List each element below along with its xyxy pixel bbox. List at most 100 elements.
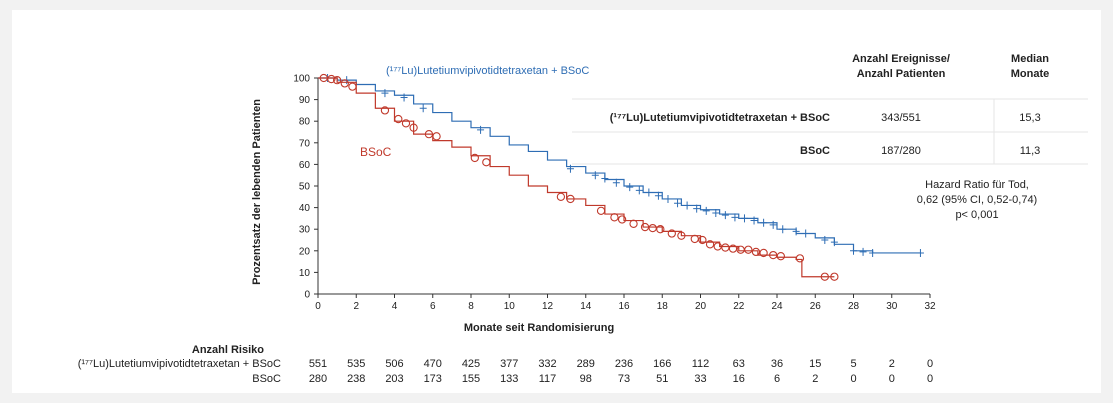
x-tick-label: 6 — [430, 301, 436, 312]
chart-panel: 0 2 4 6 8 10 12 14 16 18 20 22 24 26 28 30 32 0 10 20 30 40 50… — [12, 10, 1101, 393]
km-curve-treatment — [318, 77, 921, 254]
risk-value: 173 — [424, 373, 442, 385]
events-header-line1: Anzahl Ereignisse/ — [852, 53, 950, 65]
censor-mark-control — [830, 272, 839, 281]
risk-value: 377 — [500, 358, 518, 370]
censor-mark-treatment — [400, 93, 408, 102]
series-label-treatment: (¹⁷⁷Lu)Lutetiumvipivotidtetraxetan + BSo… — [386, 65, 589, 77]
censor-mark-control — [629, 219, 638, 228]
summary-row-median-control: 11,3 — [1020, 145, 1041, 157]
risk-value: 98 — [580, 373, 592, 385]
censor-mark-control — [327, 74, 336, 84]
hazard-ratio: Hazard Ratio für Tod, 0,62 (95% CI, 0,52… — [917, 179, 1037, 221]
y-tick-label: 100 — [293, 74, 310, 85]
censor-mark-treatment — [750, 216, 758, 225]
censor-mark-control — [610, 213, 619, 222]
censor-mark-treatment — [802, 229, 810, 238]
censor-mark-treatment — [869, 248, 877, 257]
x-tick-label: 12 — [542, 301, 554, 312]
summary-row-events-control: 187/280 — [881, 145, 921, 157]
km-curve-control — [318, 77, 835, 278]
risk-value: 2 — [812, 373, 818, 385]
censor-mark-control — [319, 73, 328, 83]
censor-mark-control — [744, 245, 753, 254]
censor-mark-treatment — [760, 218, 768, 227]
y-tick-label: 30 — [299, 225, 311, 236]
x-tick-label: 2 — [353, 301, 359, 312]
censor-mark-control — [759, 248, 768, 258]
censor-mark-treatment — [664, 194, 672, 203]
risk-value: 15 — [809, 358, 821, 370]
censor-mark-treatment — [566, 164, 574, 173]
censor-mark-control — [751, 247, 761, 257]
censor-mark-treatment — [626, 183, 634, 192]
summary-row-label-treatment: (¹⁷⁷Lu)Lutetiumvipivotidtetraxetan + BSo… — [610, 112, 830, 124]
y-tick-label: 80 — [299, 117, 311, 128]
censor-mark-treatment — [477, 125, 485, 134]
censor-mark-treatment — [740, 214, 748, 223]
censor-mark-control — [409, 123, 418, 132]
censor-mark-control — [736, 245, 745, 254]
treatment-series — [318, 74, 924, 257]
risk-value: 425 — [462, 358, 480, 370]
x-axis-label: Monate seit Randomisierung — [464, 322, 614, 334]
x-tick-label: 20 — [695, 301, 707, 312]
risk-value: 33 — [694, 373, 706, 385]
risk-value: 506 — [385, 358, 403, 370]
risk-value: 203 — [385, 373, 403, 385]
y-tick-label: 60 — [299, 160, 311, 171]
risk-value: 0 — [927, 358, 933, 370]
censor-mark-treatment — [779, 225, 787, 234]
summary-row-median-treatment: 15,3 — [1019, 112, 1040, 124]
x-tick-label: 32 — [924, 301, 936, 312]
risk-value: 289 — [577, 358, 595, 370]
censor-mark-control — [656, 225, 665, 234]
censor-mark-treatment — [654, 191, 662, 200]
censor-mark-treatment — [381, 89, 389, 98]
censor-mark-control — [698, 235, 707, 245]
censor-mark-control — [556, 192, 566, 201]
hazard-ratio-line2: 0,62 (95% CI, 0,52-0,74) — [917, 194, 1037, 206]
censor-mark-control — [332, 76, 342, 85]
censor-mark-control — [470, 153, 479, 163]
x-tick-label: 0 — [315, 301, 321, 312]
y-tick-label: 40 — [299, 203, 311, 214]
censor-mark-control — [394, 114, 403, 124]
x-tick-label: 22 — [733, 301, 745, 312]
censor-mark-control — [728, 244, 738, 253]
risk-value: 236 — [615, 358, 633, 370]
censor-mark-control — [667, 229, 676, 238]
censor-mark-control — [795, 254, 805, 263]
risk-value: 238 — [347, 373, 365, 385]
censor-mark-treatment — [731, 213, 739, 222]
censor-mark-control — [424, 130, 434, 139]
hazard-ratio-line3: p< 0,001 — [955, 209, 998, 221]
censor-mark-treatment — [674, 199, 682, 208]
x-tick-label: 16 — [618, 301, 630, 312]
risk-row-label-treatment: (¹⁷⁷Lu)Lutetiumvipivotidtetraxetan + BSo… — [78, 358, 281, 370]
control-series — [318, 73, 839, 281]
censor-mark-treatment — [916, 248, 924, 257]
risk-value: 133 — [500, 373, 518, 385]
censor-mark-treatment — [702, 206, 710, 215]
risk-value: 280 — [309, 373, 327, 385]
risk-value: 5 — [850, 358, 856, 370]
risk-value: 332 — [538, 358, 556, 370]
risk-value: 117 — [539, 373, 557, 385]
censor-mark-control — [380, 106, 390, 115]
censor-mark-treatment — [712, 209, 720, 217]
censor-mark-treatment — [591, 171, 599, 180]
risk-value: 16 — [733, 373, 745, 385]
risk-value: 6 — [774, 373, 780, 385]
censor-mark-control — [401, 119, 411, 128]
censor-mark-control — [432, 132, 441, 141]
censor-mark-treatment — [821, 236, 829, 244]
risk-value: 155 — [462, 373, 480, 385]
risk-value: 51 — [656, 373, 668, 385]
censor-mark-treatment — [792, 227, 800, 236]
censor-mark-control — [776, 252, 785, 261]
km-chart: 0 2 4 6 8 10 12 14 16 18 20 22 24 26 28 30 3201020304050… — [78, 53, 1088, 385]
median-header-line2: Monate — [1011, 68, 1050, 80]
censor-mark-control — [769, 250, 778, 260]
censor-mark-treatment — [419, 104, 427, 113]
